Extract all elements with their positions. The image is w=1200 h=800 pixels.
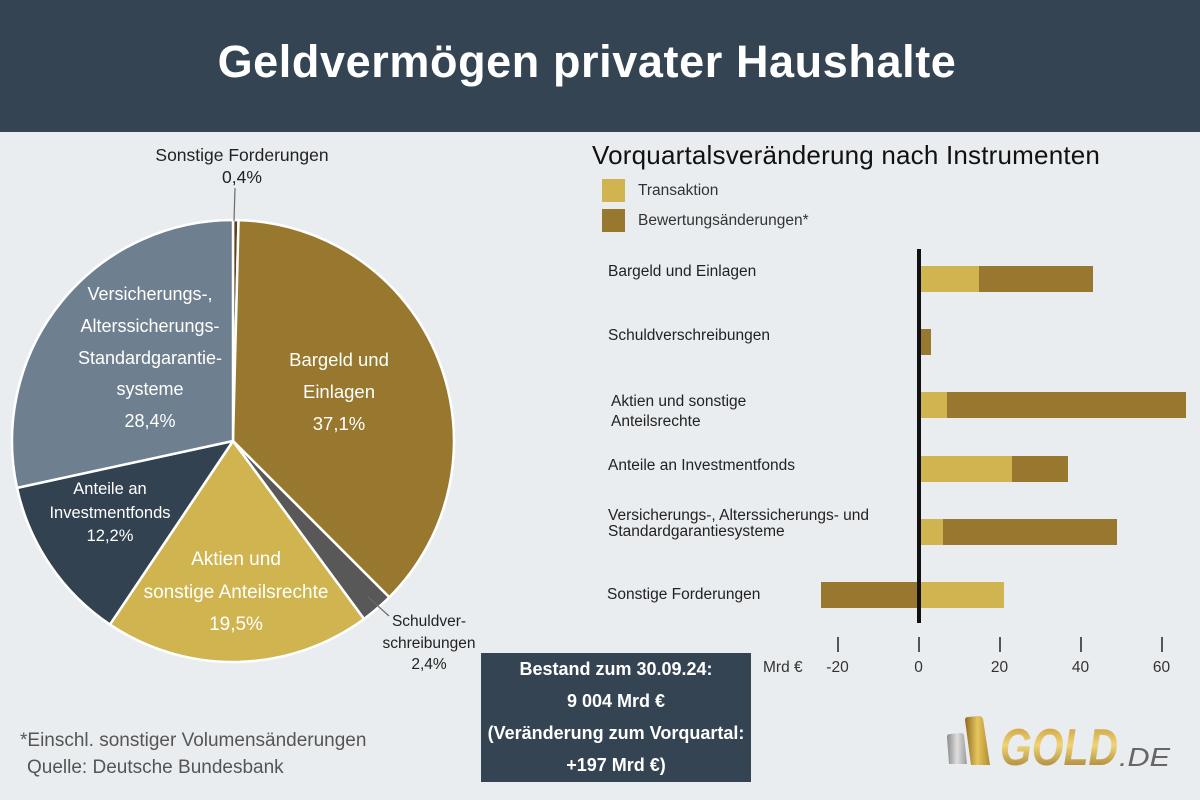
bar-category-label: Aktien und sonstige Anteilsrechte xyxy=(611,392,746,432)
bar-anteile-an-investmentfonds-bewertungsänderungen xyxy=(1011,455,1069,482)
summary-change-label: (Veränderung zum Vorquartal: xyxy=(487,723,745,743)
bar-category-label: Anteile an Investmentfonds xyxy=(608,456,795,476)
bar-category-label: Sonstige Forderungen xyxy=(607,585,760,605)
bar-category-label-line: Schuldverschreibungen xyxy=(608,327,770,344)
pie-label-name-line: sonstige Anteilsrechte xyxy=(143,581,329,603)
bar-bargeld-und-einlagen-bewertungsänderungen xyxy=(979,266,1093,292)
pie-label-percent: 2,4% xyxy=(411,656,447,673)
bar-category-label-line: Aktien und sonstige xyxy=(611,393,747,410)
pie-label-sonstige-forderungen: Sonstige Forderungen 0,4% xyxy=(92,144,392,188)
bar-category-label-line: Anteile an Investmentfonds xyxy=(608,457,795,474)
x-axis-tick-label: -20 xyxy=(826,659,849,676)
x-axis-tick xyxy=(998,637,1001,652)
bar-category-label: Versicherungs-, Alterssicherungs- und St… xyxy=(608,508,869,539)
bar-versicherungs-alterssicherungs-und-standardgarantiesysteme-bewertungsänderungen xyxy=(942,518,1117,545)
zero-axis-line xyxy=(917,249,921,623)
pie-label-percent: 0,4% xyxy=(222,167,262,187)
x-axis-tick xyxy=(1160,637,1163,652)
pie-label-name-line: Versicherungs-, xyxy=(87,284,213,304)
bar-category-label-line: Sonstige Forderungen xyxy=(607,586,761,603)
pie-label-name-line: systeme xyxy=(116,379,184,400)
pie-label-name-line: Alterssicherungs- xyxy=(80,315,220,336)
pie-label-bargeld: Bargeld und Einlagen 37,1% xyxy=(189,344,489,440)
pie-label-name-line: Schuldver- xyxy=(391,613,467,630)
x-axis-tick xyxy=(836,637,839,652)
bar-chart-title: Vorquartalsveränderung nach Instrumenten xyxy=(592,140,1101,170)
bar-sonstige-forderungen-transaktion xyxy=(918,582,1004,608)
x-axis-tick-label: 20 xyxy=(990,659,1009,676)
pie-slice-aktien-und-sonstige-anteilsrechte xyxy=(108,439,366,664)
bar-category-label-line: Bargeld und Einlagen xyxy=(608,263,757,280)
silver-bar-icon xyxy=(947,733,967,764)
legend-swatch-bewertung xyxy=(602,209,625,232)
x-axis: Mrd € -20 0 20 40 60 xyxy=(740,630,1200,690)
footnote-source: Quelle: Deutsche Bundesbank xyxy=(27,757,284,778)
bar-bargeld-und-einlagen-transaktion xyxy=(918,266,980,292)
pie-label-name-line: Aktien und xyxy=(191,549,281,570)
pie-label-name-line: Einlagen xyxy=(302,381,375,402)
bar-aktien-und-sonstige-anteilsrechte-bewertungsänderungen xyxy=(946,392,1186,419)
pie-label-name-line: Standardgarantie- xyxy=(77,347,223,368)
x-axis-tick-label: 40 xyxy=(1071,659,1090,676)
pie-slice-bargeld-und-einlagen xyxy=(231,218,456,599)
pie-label-name-line: Investmentfonds xyxy=(49,503,171,522)
bar-category-label-line: Standardgarantiesysteme xyxy=(608,522,785,540)
logo-wordmark: GOLD xyxy=(1000,719,1118,775)
pie-label-name: Sonstige Forderungen xyxy=(155,145,329,165)
x-axis-tick xyxy=(917,637,920,652)
pie-label-name-line: schreibungen xyxy=(382,634,476,652)
pie-label-versicherungen: Versicherungs-, Alterssicherungs- Standa… xyxy=(0,279,300,438)
summary-stock-value: 9 004 Mrd € xyxy=(566,691,666,711)
bar-sonstige-forderungen-bewertungsänderungen xyxy=(821,582,919,608)
pie-slices xyxy=(10,218,456,664)
pie-label-schuldverschreibungen: Schuldver- schreibungen 2,4% xyxy=(279,611,579,676)
x-axis-tick-label: 0 xyxy=(914,659,923,676)
pie-label-name-line: Bargeld und xyxy=(289,349,389,370)
pie-label-percent: 28,4% xyxy=(124,411,176,431)
legend-swatch-transaktion xyxy=(602,179,625,202)
gold-bar-icon xyxy=(965,716,990,765)
bar-category-label: Bargeld und Einlagen xyxy=(608,262,756,282)
bar-anteile-an-investmentfonds-transaktion xyxy=(918,455,1012,482)
page-title: Geldvermögen privater Haushalte xyxy=(217,36,957,87)
legend-label: Bewertungsänderungen* xyxy=(638,212,809,229)
bar-category-label: Schuldverschreibungen xyxy=(608,326,770,346)
pie-slice-versicherungs-alterssicherungs-standardgarantiesysteme xyxy=(10,218,235,490)
pie-label-percent: 12,2% xyxy=(86,527,134,545)
legend-label: Transaktion xyxy=(638,182,719,199)
bar-schuldverschreibungen-bewertungsänderungen xyxy=(918,329,931,356)
bar-category-label-line: Anteilsrechte xyxy=(611,413,701,430)
pie-chart xyxy=(10,187,456,664)
bar-aktien-und-sonstige-anteilsrechte-transaktion xyxy=(918,392,947,419)
pie-label-aktien: Aktien und sonstige Anteilsrechte 19,5% xyxy=(86,544,386,642)
pie-leader-lines xyxy=(233,187,390,617)
pie-label-name-line: Anteile an xyxy=(73,480,147,498)
bar-plot-area xyxy=(800,250,1200,650)
pie-label-investmentfonds: Anteile an Investmentfonds 12,2% xyxy=(0,478,260,549)
pie-slice-anteile-an-investmentfonds xyxy=(15,439,235,626)
header-banner: Geldvermögen privater Haushalte xyxy=(0,0,1200,132)
bar-versicherungs-alterssicherungs-und-standardgarantiesysteme-transaktion xyxy=(918,518,943,545)
summary-box: Bestand zum 30.09.24: 9 004 Mrd € (Verän… xyxy=(481,653,751,782)
x-axis-tick-label: 60 xyxy=(1152,659,1171,676)
x-axis-tick xyxy=(1079,637,1082,652)
leader-line-schuldverschreibungen xyxy=(367,596,390,617)
pie-label-percent: 37,1% xyxy=(312,413,366,434)
footnote: *Einschl. sonstiger Volumensänderungen Q… xyxy=(20,727,366,781)
gold-de-logo: GOLD .DE xyxy=(947,716,1171,775)
summary-change-value: +197 Mrd €) xyxy=(566,755,666,775)
pie-label-percent: 19,5% xyxy=(209,614,263,635)
bar-category-label-line: Versicherungs-, Alterssicherungs- und xyxy=(608,507,870,524)
footnote-note: *Einschl. sonstiger Volumensänderungen xyxy=(20,730,367,751)
logo-suffix: .DE xyxy=(1119,742,1171,772)
x-axis-unit-label: Mrd € xyxy=(763,659,803,676)
leader-line-sonstige xyxy=(233,187,236,222)
summary-stock-date: Bestand zum 30.09.24: xyxy=(519,659,713,679)
